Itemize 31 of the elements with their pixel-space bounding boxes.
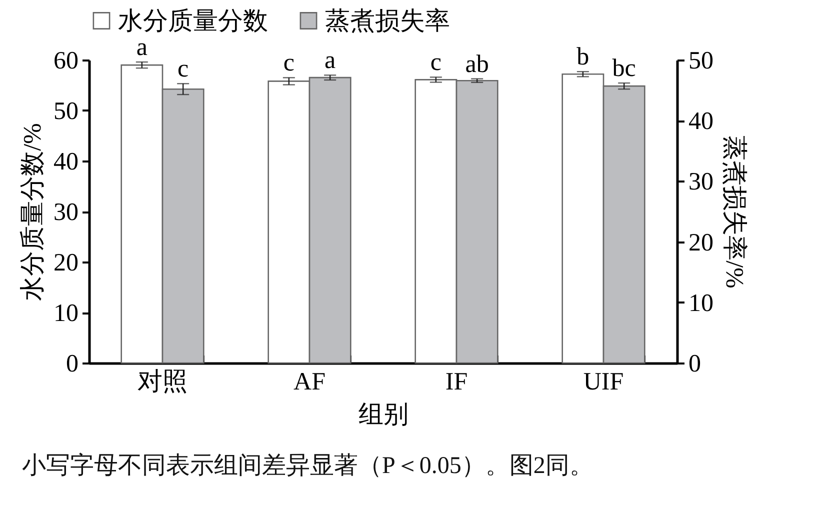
y-tick-label: 20 [54,250,78,276]
legend-label: 蒸煮损失率 [325,6,450,35]
y2-tick-label: 0 [688,350,701,378]
legend-label: 水分质量分数 [118,8,268,35]
y-tick-label: 50 [54,98,78,125]
data-label: b [576,44,590,71]
y-tick-label: 0 [66,350,78,378]
y2-tick-label: 20 [688,229,714,256]
y2-tick-label: 40 [688,108,714,136]
y-tick-label: 10 [54,300,78,327]
x-tick-label: 对照 [138,368,188,396]
text: 小写字母不同表示组间差异显著（P＜0.05）。图2同。 [22,452,594,481]
y-tick-label: 30 [54,199,78,226]
x-tick-label: UIF [583,368,624,396]
y2-tick-label: 10 [688,290,714,317]
y-axis-title: 水分质量分数/% [20,123,46,301]
x-axis-title: 组别 [358,402,408,428]
y2-axis-title: 蒸煮损失率/% [720,136,748,288]
data-label: c [430,49,442,76]
data-label: a [136,34,148,62]
data-label: c [178,56,189,83]
y-tick-label: 40 [54,148,78,176]
data-label: ab [465,50,489,78]
y2-tick-label: 30 [688,168,714,196]
data-label: a [324,47,336,74]
data-label: bc [612,55,636,82]
y2-tick-label: 50 [688,48,714,74]
x-tick-label: AF [294,368,326,396]
data-label: c [283,50,294,77]
y-tick-label: 60 [54,48,78,74]
x-tick-label: IF [445,368,468,396]
